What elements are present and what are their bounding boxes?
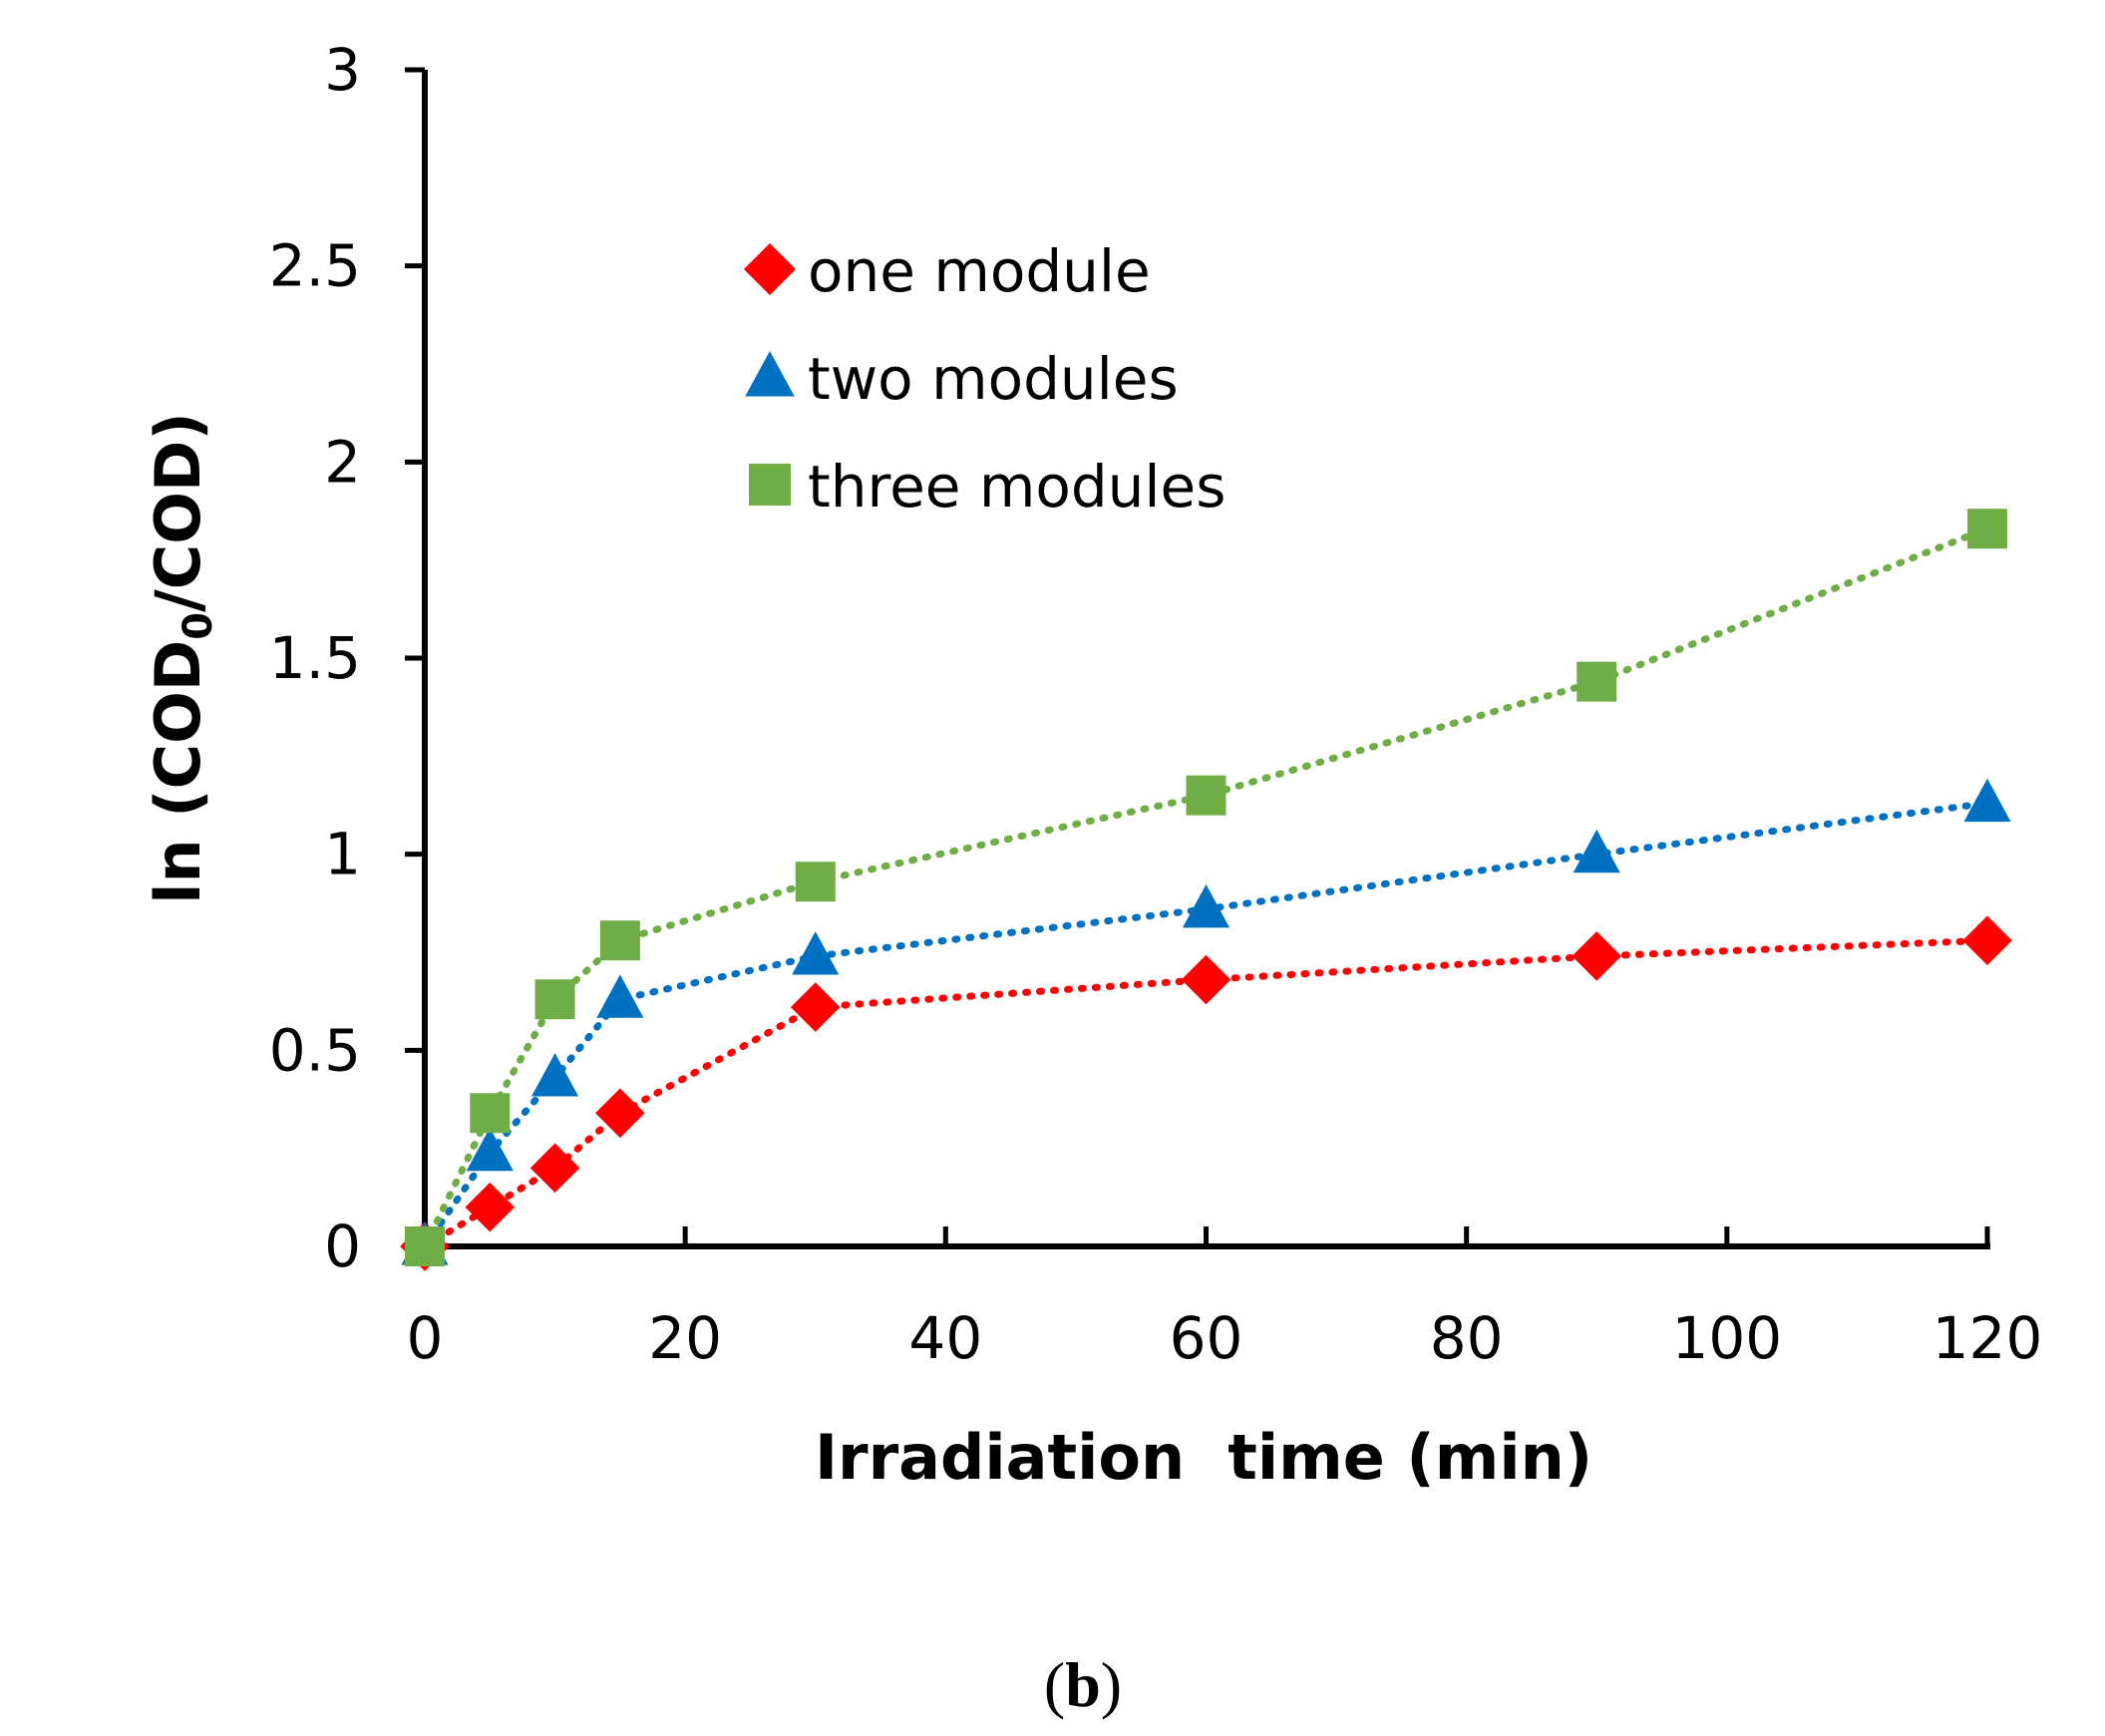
legend-label-three-modules: three modules: [808, 453, 1226, 521]
series-markers: [400, 509, 2012, 1271]
data-point-two-modules: [531, 1053, 579, 1097]
x-tick-label: 0: [407, 1304, 444, 1372]
y-tick-label: 2.5: [269, 232, 361, 300]
data-point-two-modules: [596, 974, 644, 1018]
data-point-two-modules: [792, 931, 840, 975]
legend-marker-three-modules: [749, 464, 791, 506]
x-axis-title: Irradiation time (min): [815, 1421, 1592, 1494]
data-point-one-module: [790, 982, 841, 1032]
x-tick-label: 80: [1430, 1304, 1504, 1372]
data-point-two-modules: [1573, 829, 1620, 873]
y-tick-label: 0: [324, 1213, 361, 1280]
data-point-one-module: [595, 1088, 645, 1139]
x-tick-label: 40: [908, 1304, 982, 1372]
legend: one module two modules three modules: [743, 237, 1226, 521]
panel-label-close: ): [1101, 1649, 1122, 1720]
y-axis-title: ln (COD0/COD): [142, 412, 221, 903]
y-tick-label: 1: [324, 821, 361, 888]
y-axis-title-main: ln (COD: [142, 640, 214, 904]
y-tick-label: 2: [324, 428, 361, 496]
data-point-three-modules: [1577, 661, 1617, 702]
data-point-three-modules: [795, 862, 836, 902]
legend-label-one-module: one module: [808, 237, 1151, 305]
x-tick-label: 60: [1170, 1304, 1243, 1372]
axes: 0 20 40 60 80 100 120 0 0.5 1 1.5 2 2.5 3: [269, 36, 2043, 1372]
x-tick-label: 120: [1932, 1304, 2043, 1372]
y-tick-label: 1.5: [269, 624, 361, 692]
data-point-one-module: [1962, 915, 2012, 965]
legend-marker-one-module: [743, 242, 797, 296]
panel-label-letter: b: [1065, 1649, 1101, 1720]
y-ticks: 0 0.5 1 1.5 2 2.5 3: [269, 36, 425, 1280]
legend-label-two-modules: two modules: [808, 345, 1179, 413]
x-tick-label: 20: [648, 1304, 722, 1372]
data-point-one-module: [1572, 931, 1622, 981]
data-point-two-modules: [1182, 883, 1230, 928]
data-point-one-module: [1181, 954, 1231, 1005]
data-point-one-module: [465, 1182, 516, 1232]
data-point-two-modules: [1963, 778, 2011, 823]
data-point-three-modules: [405, 1226, 445, 1266]
data-point-three-modules: [470, 1093, 511, 1134]
data-point-three-modules: [599, 920, 640, 961]
x-tick-label: 100: [1671, 1304, 1782, 1372]
y-tick-label: 3: [324, 36, 361, 104]
data-point-three-modules: [1967, 509, 2007, 549]
panel-label-open: (: [1044, 1649, 1065, 1720]
data-point-one-module: [529, 1143, 580, 1194]
y-axis-title-end: /COD): [142, 412, 214, 612]
panel-label: (b): [1044, 1649, 1122, 1720]
series-line-two-modules: [421, 800, 1991, 1250]
y-axis-title-subscript: 0: [175, 612, 221, 640]
data-point-two-modules: [466, 1127, 514, 1172]
y-tick-label: 0.5: [269, 1016, 361, 1084]
legend-marker-two-modules: [745, 350, 795, 397]
x-ticks: 0 20 40 60 80 100 120: [407, 1226, 2043, 1372]
data-point-three-modules: [534, 979, 575, 1020]
data-point-three-modules: [1186, 775, 1227, 816]
